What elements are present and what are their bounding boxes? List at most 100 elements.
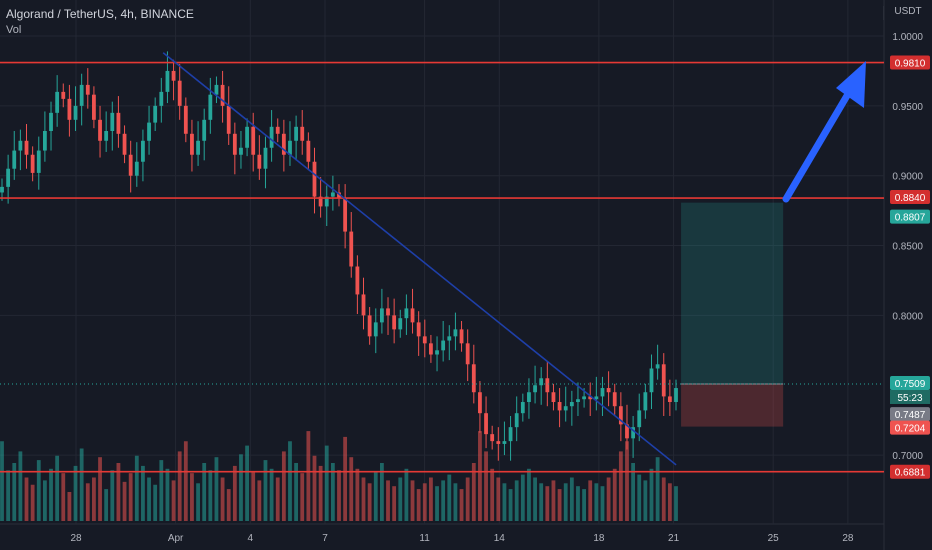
candle-body[interactable] bbox=[379, 308, 384, 323]
trendline[interactable] bbox=[162, 52, 677, 466]
candle-body[interactable] bbox=[134, 161, 139, 176]
candle-body[interactable] bbox=[429, 343, 433, 355]
candle-body[interactable] bbox=[404, 308, 409, 319]
candle-body[interactable] bbox=[67, 98, 72, 120]
candle-body[interactable] bbox=[471, 364, 476, 393]
candle-body[interactable] bbox=[508, 427, 513, 442]
candle-body[interactable] bbox=[196, 140, 200, 155]
candle-body[interactable] bbox=[55, 91, 60, 113]
price-axis-area[interactable] bbox=[884, 0, 932, 550]
candle-body[interactable] bbox=[514, 413, 519, 428]
candle-body[interactable] bbox=[6, 168, 11, 187]
candle-body[interactable] bbox=[153, 105, 158, 123]
candle-body[interactable] bbox=[98, 119, 102, 141]
candle-body[interactable] bbox=[251, 126, 256, 155]
candle-body[interactable] bbox=[343, 198, 348, 232]
candle-body[interactable] bbox=[490, 434, 495, 442]
target-zone[interactable] bbox=[681, 202, 784, 384]
candle-body[interactable] bbox=[588, 396, 593, 400]
candle-body[interactable] bbox=[453, 329, 458, 337]
candle-body[interactable] bbox=[42, 130, 47, 151]
candle-body[interactable] bbox=[520, 402, 525, 414]
candle-body[interactable] bbox=[190, 133, 194, 155]
candle-body[interactable] bbox=[441, 340, 446, 351]
candle-body[interactable] bbox=[239, 147, 243, 155]
candle-body[interactable] bbox=[147, 122, 151, 141]
candle-body[interactable] bbox=[551, 392, 556, 403]
candle-body[interactable] bbox=[177, 80, 182, 106]
candle-body[interactable] bbox=[484, 413, 488, 435]
candle-body[interactable] bbox=[30, 154, 35, 173]
candle-body[interactable] bbox=[649, 368, 654, 393]
candle-body[interactable] bbox=[416, 322, 421, 337]
candle-body[interactable] bbox=[349, 231, 354, 267]
candle-body[interactable] bbox=[373, 322, 378, 337]
candle-body[interactable] bbox=[674, 388, 678, 403]
candle-body[interactable] bbox=[545, 378, 550, 393]
candle-body[interactable] bbox=[122, 133, 127, 155]
candle-body[interactable] bbox=[36, 150, 41, 173]
candle-body[interactable] bbox=[171, 70, 176, 81]
candle-body[interactable] bbox=[232, 133, 237, 155]
candle-body[interactable] bbox=[49, 112, 53, 131]
candle-body[interactable] bbox=[655, 364, 660, 369]
candle-body[interactable] bbox=[141, 140, 145, 162]
candle-body[interactable] bbox=[300, 126, 305, 141]
candle-body[interactable] bbox=[183, 105, 188, 134]
symbol-title[interactable]: Algorand / TetherUS, 4h, BINANCE bbox=[6, 7, 194, 21]
candle-body[interactable] bbox=[281, 133, 286, 155]
candle-body[interactable] bbox=[612, 392, 617, 407]
candle-body[interactable] bbox=[12, 150, 17, 169]
candle-body[interactable] bbox=[539, 378, 544, 386]
candle-body[interactable] bbox=[288, 140, 292, 155]
candle-body[interactable] bbox=[502, 441, 507, 444]
candle-body[interactable] bbox=[0, 186, 4, 193]
candle-body[interactable] bbox=[208, 94, 213, 120]
candle-body[interactable] bbox=[116, 112, 121, 134]
candle-body[interactable] bbox=[435, 350, 439, 355]
candle-body[interactable] bbox=[667, 396, 672, 403]
candle-body[interactable] bbox=[214, 84, 219, 95]
candle-body[interactable] bbox=[618, 406, 623, 425]
candle-body[interactable] bbox=[202, 119, 207, 141]
candle-body[interactable] bbox=[361, 294, 366, 316]
candle-body[interactable] bbox=[367, 315, 372, 337]
candle-body[interactable] bbox=[159, 91, 164, 106]
projection-arrow-shaft[interactable] bbox=[782, 90, 852, 203]
candle-body[interactable] bbox=[459, 329, 464, 344]
candle-body[interactable] bbox=[110, 112, 115, 131]
candle-body[interactable] bbox=[563, 406, 568, 411]
candle-body[interactable] bbox=[594, 396, 599, 400]
candle-body[interactable] bbox=[165, 70, 170, 92]
candle-body[interactable] bbox=[527, 392, 531, 403]
candle-body[interactable] bbox=[257, 154, 262, 169]
candle-body[interactable] bbox=[398, 318, 403, 330]
candle-body[interactable] bbox=[263, 147, 268, 169]
candle-body[interactable] bbox=[422, 336, 427, 344]
candle-body[interactable] bbox=[569, 402, 574, 407]
candle-body[interactable] bbox=[318, 196, 323, 207]
candle-body[interactable] bbox=[631, 427, 636, 439]
candle-body[interactable] bbox=[330, 192, 335, 197]
candle-body[interactable] bbox=[269, 126, 274, 148]
candle-body[interactable] bbox=[220, 84, 225, 106]
candle-body[interactable] bbox=[275, 126, 280, 134]
candle-body[interactable] bbox=[606, 388, 611, 393]
candle-body[interactable] bbox=[392, 315, 397, 330]
candle-body[interactable] bbox=[85, 84, 90, 95]
candle-body[interactable] bbox=[637, 410, 642, 428]
candle-body[interactable] bbox=[355, 266, 360, 295]
stop-zone[interactable] bbox=[681, 383, 784, 427]
candle-body[interactable] bbox=[128, 154, 133, 176]
candle-body[interactable] bbox=[643, 392, 648, 411]
candle-body[interactable] bbox=[625, 424, 629, 439]
candle-body[interactable] bbox=[557, 402, 562, 411]
candle-body[interactable] bbox=[104, 130, 109, 141]
candle-body[interactable] bbox=[306, 140, 311, 162]
candle-body[interactable] bbox=[226, 105, 231, 134]
candle-body[interactable] bbox=[386, 308, 390, 316]
candle-body[interactable] bbox=[465, 343, 470, 365]
candle-body[interactable] bbox=[478, 392, 482, 414]
candle-body[interactable] bbox=[410, 308, 415, 323]
